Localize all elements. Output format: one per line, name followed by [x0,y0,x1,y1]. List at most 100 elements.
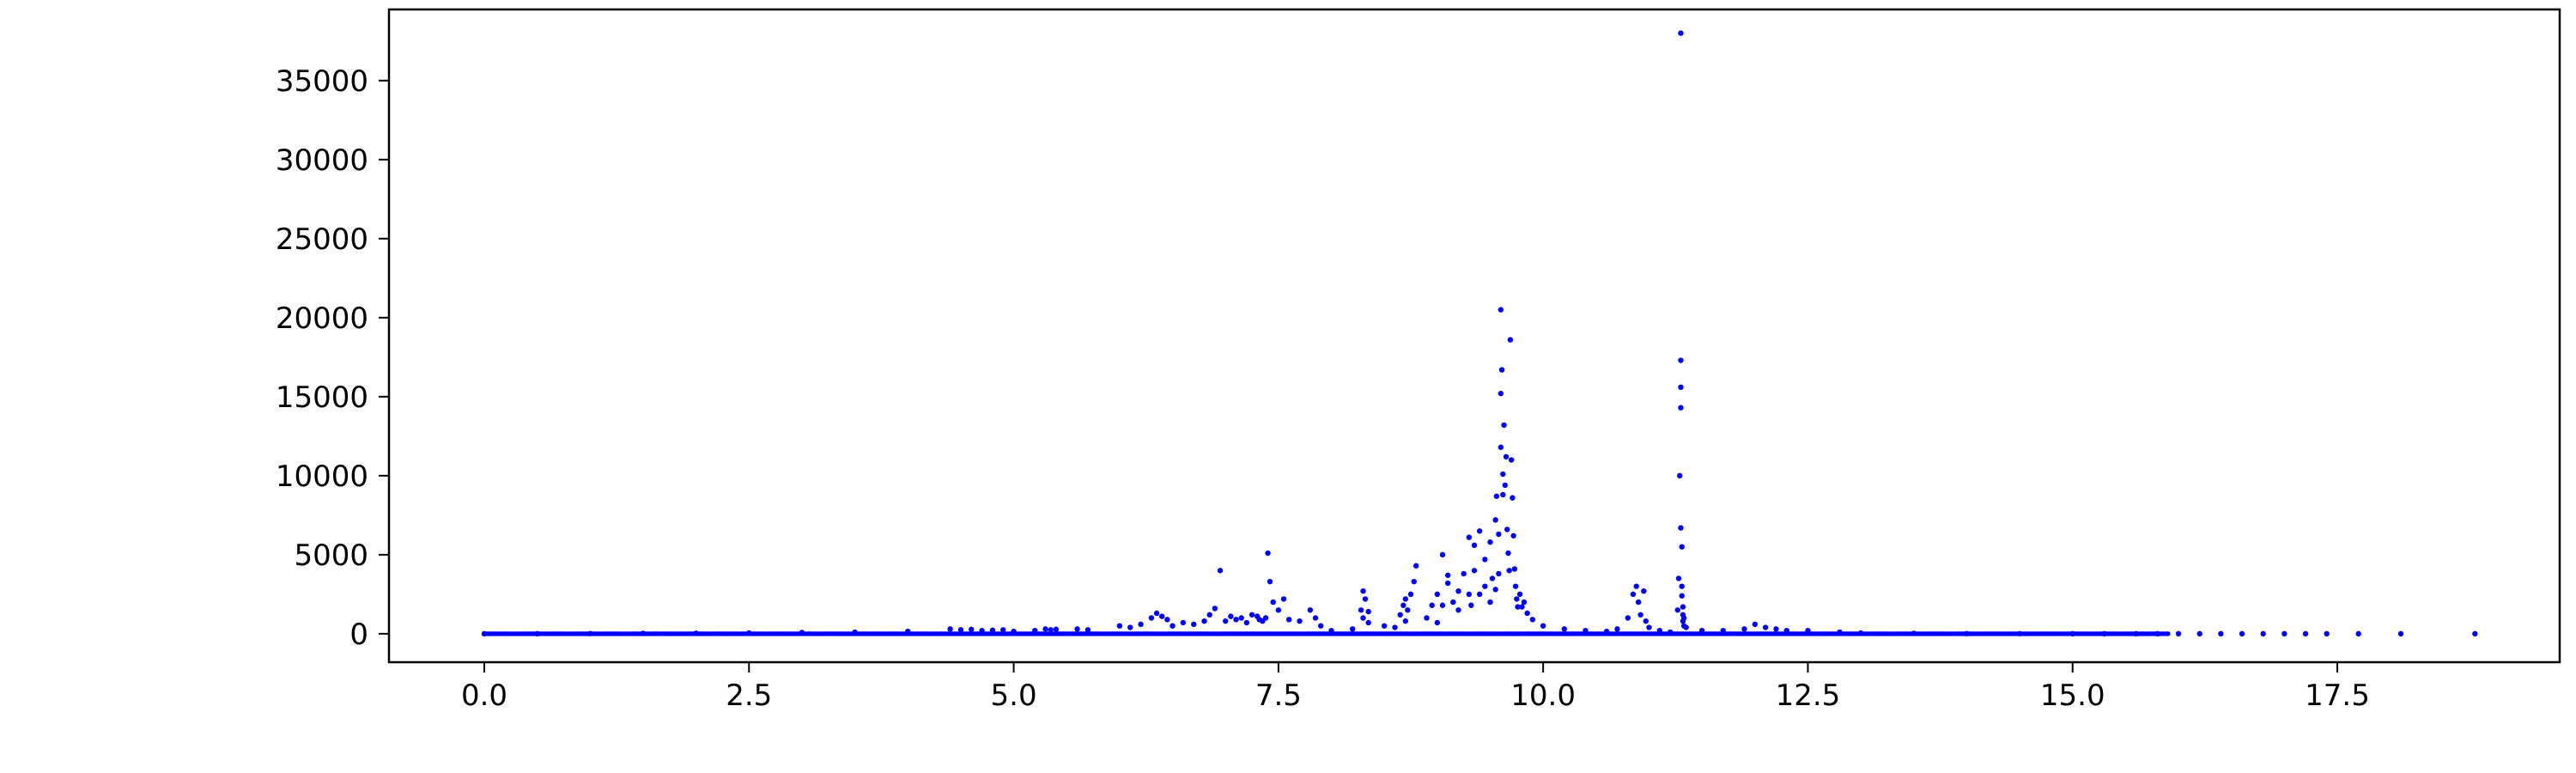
data-point [1911,630,1917,636]
data-point [1434,591,1441,598]
data-point [1498,390,1504,397]
data-point [1492,587,1498,593]
data-point [1180,619,1187,626]
data-point [1741,626,1747,632]
x-tick-label: 10.0 [1510,679,1576,713]
data-point [1641,587,1647,594]
data-point [852,629,858,636]
data-point [1675,575,1682,581]
data-point [1270,599,1276,606]
data-point [1498,444,1504,450]
data-point [1698,627,1705,634]
data-point [1365,608,1371,615]
data-point [1646,624,1652,630]
data-point [1529,617,1536,623]
data-point [1505,550,1511,557]
data-point [1500,491,1506,498]
data-point [1223,618,1229,624]
data-point [1362,596,1369,602]
data-point [1583,627,1589,634]
data-point [799,630,805,636]
data-point [969,626,975,632]
data-point [1444,580,1451,587]
data-point [1053,626,1060,632]
axes-frame [387,8,2561,664]
data-point [1679,583,1685,589]
x-axis: 0.0 2.5 5.0 7.5 10.0 12.5 15.0 17.5 [461,662,2370,713]
data-point [1233,617,1239,623]
data-point [1402,596,1409,602]
x-tick-label: 12.5 [1776,679,1841,713]
data-point [1837,629,1843,636]
data-point [1516,591,1523,598]
data-point [1217,568,1224,574]
data-point [640,630,647,636]
data-point [1455,607,1461,613]
data-point [1249,612,1255,618]
data-point [1032,627,1038,634]
data-point [1267,578,1273,585]
data-point [1679,544,1685,550]
data-point [1674,607,1680,613]
data-point [1503,453,1510,460]
data-point [1630,591,1637,598]
y-tick-label: 25000 [276,222,368,257]
data-point [1515,604,1521,610]
data-point [534,630,540,637]
data-point [1159,613,1165,619]
data-point [1201,618,1207,624]
data-point [1471,542,1478,549]
data-point [2101,630,2107,637]
data-point [1411,578,1417,585]
data-point [1170,623,1176,629]
data-point [1656,627,1663,634]
data-point [1381,623,1388,629]
data-point [1434,619,1441,626]
data-point [1683,624,1689,630]
data-point [1519,604,1525,610]
data-point [1496,570,1502,577]
data-point [2302,630,2309,637]
data-point [2218,630,2224,637]
data-point [1476,591,1483,598]
x-tick-label: 5.0 [991,679,1037,713]
plot-area [387,8,2561,664]
data-point [1392,624,1398,630]
data-point [1400,602,1406,608]
data-point [947,626,953,632]
data-point [693,630,699,636]
data-point [1138,621,1144,628]
data-point [1471,568,1478,574]
data-point [1358,607,1364,613]
data-point [1317,623,1324,629]
data-point [1148,615,1155,621]
data-point [1164,617,1170,623]
data-point [1365,619,1371,626]
data-points [481,30,2478,637]
data-point [1540,623,1546,629]
data-point [1635,599,1642,606]
data-point [1482,583,1488,589]
data-point [1857,630,1864,636]
data-point [1444,572,1451,578]
data-point [1680,615,1687,621]
data-point [1262,615,1269,621]
data-point [1501,422,1507,429]
data-point [2260,630,2266,637]
data-point [1678,525,1684,531]
data-point [979,627,985,634]
data-point [1280,596,1287,602]
data-point [1402,618,1409,624]
data-point [1466,534,1473,540]
data-point [1720,627,1726,634]
data-point [1496,531,1502,538]
data-point [1521,599,1528,606]
data-point [1116,623,1123,629]
data-point [1637,612,1643,618]
data-point [1206,612,1212,618]
data-point [1407,591,1414,598]
data-point [1492,517,1498,523]
data-point [587,630,593,636]
data-point [1153,610,1160,617]
data-point [1476,528,1483,534]
